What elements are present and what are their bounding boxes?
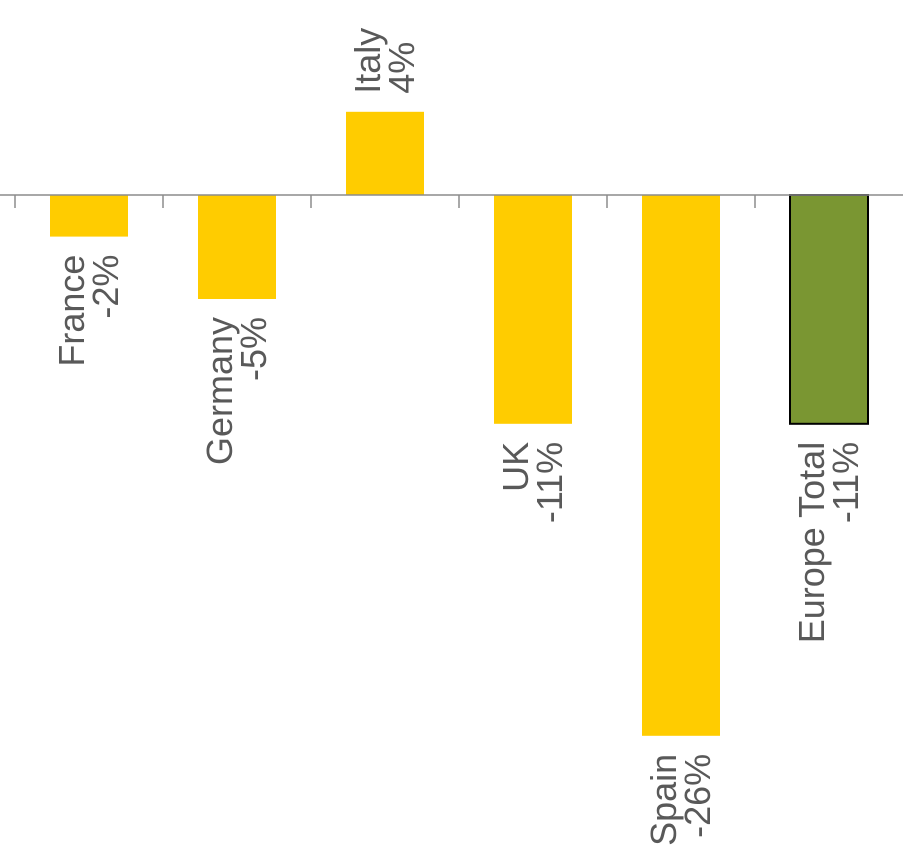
value-label: -26% bbox=[677, 754, 718, 838]
label-europe-total: Europe Total-11% bbox=[791, 442, 866, 643]
bar-spain bbox=[642, 195, 720, 736]
bar-labels: France-2%Germany-5%Italy4%UK-11%Spain-26… bbox=[51, 28, 866, 846]
label-spain: Spain-26% bbox=[643, 754, 718, 846]
value-label: -2% bbox=[85, 255, 126, 319]
category-label: Europe Total bbox=[791, 442, 832, 643]
category-label: Germany bbox=[199, 317, 240, 465]
bar-france bbox=[50, 195, 128, 237]
category-label: UK bbox=[495, 442, 536, 492]
label-uk: UK-11% bbox=[495, 442, 570, 523]
category-label: France bbox=[51, 255, 92, 367]
category-label: Italy bbox=[347, 28, 388, 94]
label-france: France-2% bbox=[51, 255, 126, 367]
bar-germany bbox=[198, 195, 276, 299]
value-label: -11% bbox=[529, 442, 570, 523]
category-label: Spain bbox=[643, 754, 684, 846]
value-label: 4% bbox=[381, 42, 422, 94]
bar-uk bbox=[494, 195, 572, 424]
bar-italy bbox=[346, 111, 424, 195]
value-label: -11% bbox=[825, 442, 866, 523]
axis-ticks bbox=[14, 195, 756, 208]
label-germany: Germany-5% bbox=[199, 317, 274, 465]
bar-europe-total bbox=[789, 194, 869, 425]
value-label: -5% bbox=[233, 317, 274, 381]
bars bbox=[50, 111, 869, 736]
